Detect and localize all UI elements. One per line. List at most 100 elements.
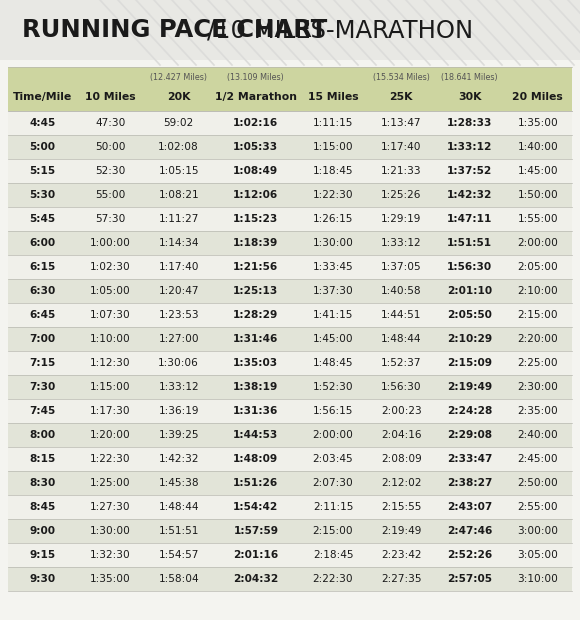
Text: /10 MILES-MARATHON: /10 MILES-MARATHON xyxy=(208,18,473,42)
Text: 9:30: 9:30 xyxy=(29,574,55,584)
Bar xyxy=(0,0,580,60)
Text: 5:45: 5:45 xyxy=(29,214,55,224)
Text: 1:37:30: 1:37:30 xyxy=(313,286,353,296)
Text: 8:15: 8:15 xyxy=(29,454,55,464)
Text: 2:40:00: 2:40:00 xyxy=(517,430,558,440)
Bar xyxy=(8,327,572,351)
Text: 59:02: 59:02 xyxy=(164,118,194,128)
Text: 10 Miles: 10 Miles xyxy=(85,92,136,102)
Text: 1:17:40: 1:17:40 xyxy=(158,262,199,272)
Text: 1:12:30: 1:12:30 xyxy=(90,358,130,368)
Text: 1:08:21: 1:08:21 xyxy=(158,190,199,200)
Text: 2:45:00: 2:45:00 xyxy=(517,454,558,464)
Text: 2:07:30: 2:07:30 xyxy=(313,478,353,488)
Bar xyxy=(8,423,572,447)
Text: RUNNING PACE CHART: RUNNING PACE CHART xyxy=(22,18,327,42)
Bar xyxy=(8,111,572,135)
Text: 1:28:33: 1:28:33 xyxy=(447,118,492,128)
Text: 4:45: 4:45 xyxy=(29,118,55,128)
Text: 8:30: 8:30 xyxy=(29,478,55,488)
Text: 2:22:30: 2:22:30 xyxy=(313,574,353,584)
Text: 1:21:33: 1:21:33 xyxy=(381,166,422,176)
Text: 1:37:05: 1:37:05 xyxy=(381,262,422,272)
Text: 1:33:12: 1:33:12 xyxy=(158,382,199,392)
Text: 2:33:47: 2:33:47 xyxy=(447,454,492,464)
Text: 1:32:30: 1:32:30 xyxy=(90,550,130,560)
Text: 1:33:12: 1:33:12 xyxy=(447,142,492,152)
Text: 2:23:42: 2:23:42 xyxy=(381,550,422,560)
Text: 1:54:57: 1:54:57 xyxy=(158,550,199,560)
Text: 3:10:00: 3:10:00 xyxy=(517,574,559,584)
Text: 2:19:49: 2:19:49 xyxy=(381,526,422,536)
Text: 1:11:15: 1:11:15 xyxy=(313,118,353,128)
Text: 20K: 20K xyxy=(167,92,190,102)
Bar xyxy=(8,519,572,543)
Text: 2:11:15: 2:11:15 xyxy=(313,502,353,512)
Text: 1:51:51: 1:51:51 xyxy=(158,526,199,536)
Text: 1:08:49: 1:08:49 xyxy=(233,166,278,176)
Text: 1:18:45: 1:18:45 xyxy=(313,166,353,176)
Text: 2:43:07: 2:43:07 xyxy=(447,502,492,512)
Bar xyxy=(8,399,572,423)
Text: 15 Miles: 15 Miles xyxy=(308,92,358,102)
Text: 2:10:29: 2:10:29 xyxy=(447,334,492,344)
Text: 1:27:30: 1:27:30 xyxy=(90,502,130,512)
Text: 25K: 25K xyxy=(390,92,413,102)
Text: 2:52:26: 2:52:26 xyxy=(447,550,492,560)
Text: 1:17:30: 1:17:30 xyxy=(90,406,130,416)
Text: 2:15:09: 2:15:09 xyxy=(447,358,492,368)
Text: 1:30:00: 1:30:00 xyxy=(313,238,353,248)
Text: 1:48:44: 1:48:44 xyxy=(381,334,422,344)
Text: 1:22:30: 1:22:30 xyxy=(313,190,353,200)
Text: 2:15:55: 2:15:55 xyxy=(381,502,422,512)
Bar xyxy=(8,255,572,279)
Text: 30K: 30K xyxy=(458,92,481,102)
Text: 52:30: 52:30 xyxy=(95,166,126,176)
Text: 1:42:32: 1:42:32 xyxy=(447,190,492,200)
Text: 1:40:58: 1:40:58 xyxy=(381,286,422,296)
Text: 6:00: 6:00 xyxy=(29,238,55,248)
Text: 1:30:00: 1:30:00 xyxy=(90,526,131,536)
Text: 1:22:30: 1:22:30 xyxy=(90,454,130,464)
Text: 1:31:46: 1:31:46 xyxy=(233,334,278,344)
Bar xyxy=(8,231,572,255)
Text: (12.427 Miles): (12.427 Miles) xyxy=(150,73,207,82)
Text: 1:51:51: 1:51:51 xyxy=(447,238,492,248)
Text: 1:48:44: 1:48:44 xyxy=(158,502,199,512)
Bar xyxy=(8,67,572,111)
Text: 1:52:30: 1:52:30 xyxy=(313,382,353,392)
Text: 1:15:00: 1:15:00 xyxy=(90,382,130,392)
Text: 2:25:00: 2:25:00 xyxy=(517,358,558,368)
Text: 1:56:30: 1:56:30 xyxy=(447,262,492,272)
Text: 20 Miles: 20 Miles xyxy=(513,92,563,102)
Text: 2:00:00: 2:00:00 xyxy=(313,430,353,440)
Text: 2:05:00: 2:05:00 xyxy=(517,262,558,272)
Text: 1:05:15: 1:05:15 xyxy=(158,166,199,176)
Text: 2:18:45: 2:18:45 xyxy=(313,550,353,560)
Text: 1:18:39: 1:18:39 xyxy=(233,238,278,248)
Text: 1:28:29: 1:28:29 xyxy=(233,310,278,320)
Text: 1:54:42: 1:54:42 xyxy=(233,502,278,512)
Text: 1:25:13: 1:25:13 xyxy=(233,286,278,296)
Text: 8:00: 8:00 xyxy=(29,430,55,440)
Text: 1:39:25: 1:39:25 xyxy=(158,430,199,440)
Text: 1:15:00: 1:15:00 xyxy=(313,142,353,152)
Text: 7:45: 7:45 xyxy=(29,406,55,416)
Text: 1:37:52: 1:37:52 xyxy=(447,166,492,176)
Text: 2:19:49: 2:19:49 xyxy=(447,382,492,392)
Bar xyxy=(8,183,572,207)
Text: 2:24:28: 2:24:28 xyxy=(447,406,492,416)
Text: 47:30: 47:30 xyxy=(95,118,126,128)
Text: 2:55:00: 2:55:00 xyxy=(517,502,558,512)
Text: 1:42:32: 1:42:32 xyxy=(158,454,199,464)
Text: 2:20:00: 2:20:00 xyxy=(517,334,558,344)
Text: 3:05:00: 3:05:00 xyxy=(517,550,559,560)
Text: 1:40:00: 1:40:00 xyxy=(517,142,558,152)
Text: 57:30: 57:30 xyxy=(95,214,126,224)
Text: 1:56:15: 1:56:15 xyxy=(313,406,353,416)
Text: (18.641 Miles): (18.641 Miles) xyxy=(441,73,498,82)
Text: 1:29:19: 1:29:19 xyxy=(381,214,422,224)
Text: 1:20:00: 1:20:00 xyxy=(90,430,130,440)
Text: 5:30: 5:30 xyxy=(29,190,55,200)
Text: 1:26:15: 1:26:15 xyxy=(313,214,353,224)
